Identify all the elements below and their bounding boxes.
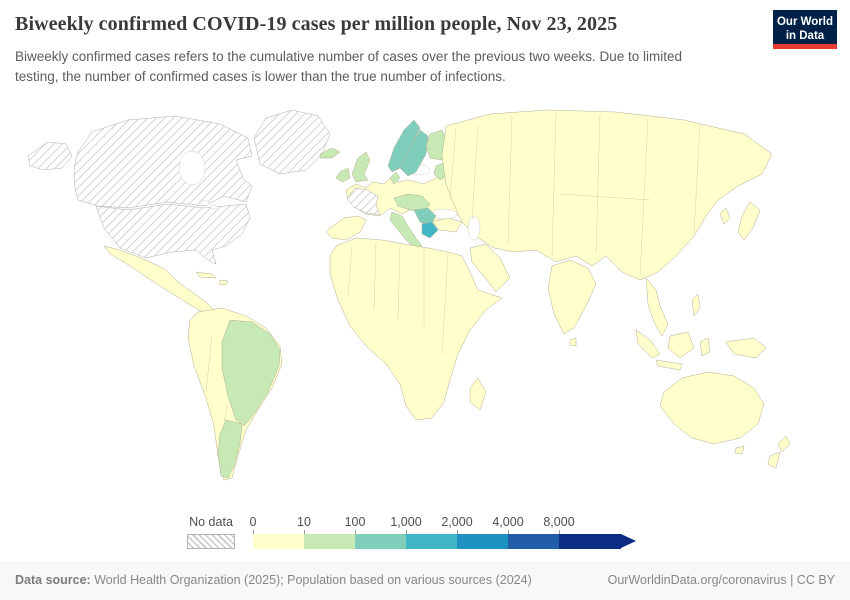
country-iceland[interactable] [319,147,341,159]
island-borneo[interactable] [667,331,695,359]
legend-tick-10: 10 [297,515,311,529]
country-philippines[interactable] [691,293,701,317]
country-sri-lanka[interactable] [569,337,577,347]
owid-logo[interactable]: Our World in Data [773,10,837,49]
country-united-kingdom[interactable] [351,151,371,183]
country-mexico-central-america[interactable] [103,245,215,315]
country-denmark[interactable] [389,171,401,185]
country-australia[interactable] [659,371,765,445]
legend-tickmark [304,530,305,534]
country-greece[interactable] [421,221,439,239]
data-source-text: World Health Organization (2025); Popula… [90,573,532,587]
country-alaska[interactable] [27,141,73,171]
legend-tickmark [355,530,356,534]
country-ireland[interactable] [335,167,351,183]
no-data-label: No data [189,515,233,529]
country-greenland[interactable] [253,109,331,175]
legend-tick-4000: 4,000 [492,515,524,529]
country-korea[interactable] [719,207,731,225]
owid-logo-red-bar [773,44,837,49]
world-map[interactable] [0,104,850,506]
great-lakes [200,200,210,206]
country-argentina[interactable] [217,419,243,479]
legend-swatch-0-10 [253,534,304,549]
country-india[interactable] [547,259,597,335]
country-new-zealand-north[interactable] [777,435,791,453]
owid-logo-line2: in Data [785,30,825,43]
country-japan[interactable] [737,201,761,241]
great-lakes [210,204,218,210]
legend-swatch-8000-plus [559,534,621,549]
country-hispaniola[interactable] [218,279,229,286]
legend-swatch-10-100 [304,534,355,549]
legend-color-bar [253,534,636,549]
map-legend: No data 0 10 100 1,000 2,000 4,000 8,000 [0,512,850,558]
country-united-states[interactable] [95,203,251,265]
page-title: Biweekly confirmed COVID-19 cases per mi… [15,13,618,35]
island-java[interactable] [655,359,683,371]
island-tasmania[interactable] [734,445,745,455]
legend-tick-0: 0 [249,515,257,529]
credit-link[interactable]: OurWorldinData.org/coronavirus | CC BY [607,573,835,587]
region-iberia[interactable] [325,215,367,241]
region-balkans[interactable] [413,207,437,227]
legend-swatch-100-1000 [355,534,406,549]
legend-arrow-icon [621,534,636,548]
no-data-swatch [187,534,235,549]
country-brazil[interactable] [221,319,281,427]
region-indochina[interactable] [645,277,669,337]
data-source-label: Data source: [15,573,91,587]
country-france[interactable] [346,187,381,216]
legend-swatch-2000-4000 [457,534,508,549]
legend-tick-100: 100 [344,515,366,529]
island-sumatra[interactable] [635,329,661,359]
legend-swatch-1000-2000 [406,534,457,549]
country-cuba[interactable] [195,271,217,279]
legend-tick-8000: 8,000 [543,515,575,529]
country-borders [205,111,701,423]
chart-footer: Data source: World Health Organization (… [0,561,850,600]
hudson-bay [178,150,206,186]
legend-tick-2000: 2,000 [441,515,473,529]
legend-tickmark [406,530,407,534]
island-new-guinea[interactable] [725,337,767,359]
island-sulawesi[interactable] [699,337,711,357]
country-turkey[interactable] [431,217,463,233]
chart-subtitle: Biweekly confirmed cases refers to the c… [15,49,683,84]
legend-tickmark [508,530,509,534]
country-madagascar[interactable] [469,377,487,411]
legend-tick-1000: 1,000 [390,515,422,529]
region-africa[interactable] [329,237,503,421]
country-norway[interactable] [387,119,421,173]
legend-swatch-4000-8000 [508,534,559,549]
region-arabia[interactable] [469,243,511,293]
legend-tickmark [559,530,560,534]
legend-tickmark [457,530,458,534]
owid-logo-line1: Our World [776,16,833,28]
legend-tickmark [253,530,254,534]
caspian-sea [467,215,481,241]
country-canada[interactable] [73,115,253,209]
country-new-zealand-south[interactable] [767,451,781,469]
